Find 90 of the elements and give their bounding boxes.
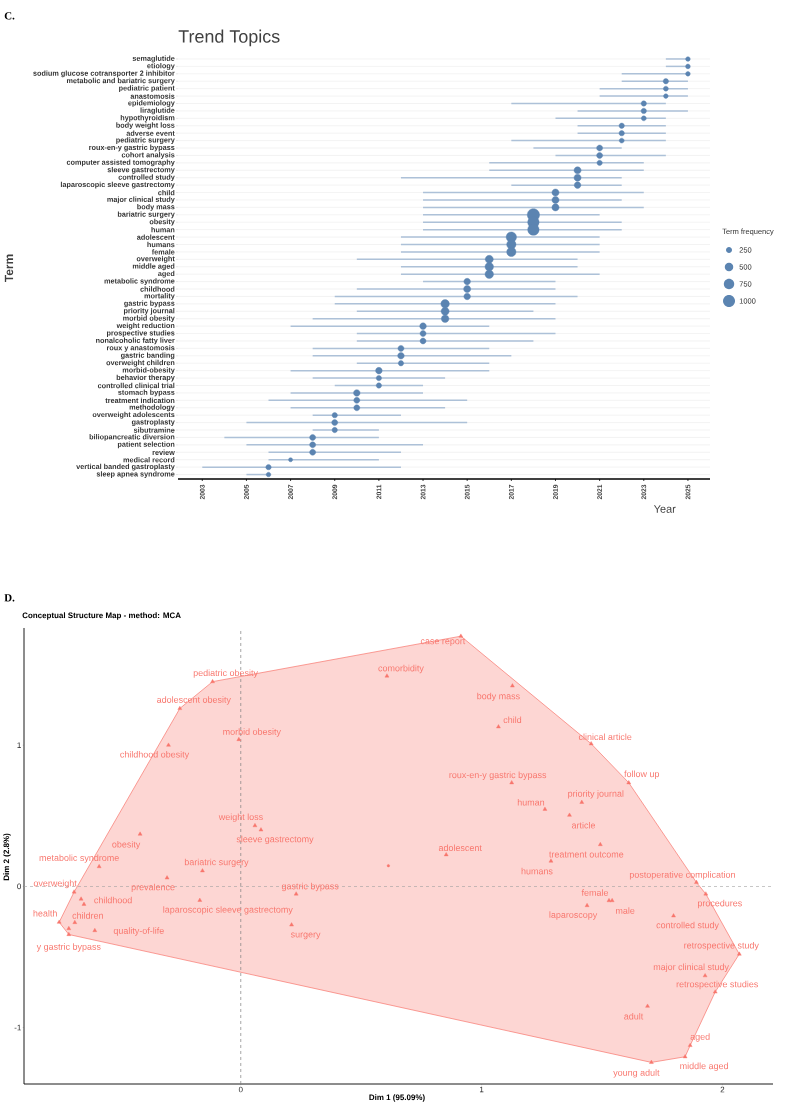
annotation: adolescent: [438, 844, 482, 852]
annotation: retrospective study: [684, 941, 759, 951]
annotation: clinical article: [578, 733, 632, 741]
annotation: prevalence: [131, 883, 175, 893]
annotation: middle aged: [680, 1062, 728, 1071]
point: [713, 989, 718, 994]
point: [588, 741, 594, 746]
point: [289, 922, 294, 927]
annotation: y gastric bypass: [36, 943, 101, 952]
annotation: treatment outcome: [549, 851, 624, 858]
annotation: comorbidity: [378, 664, 424, 674]
annotation: major clinical study: [653, 963, 729, 972]
point: [542, 806, 548, 811]
point: [66, 931, 71, 936]
point: [626, 780, 631, 785]
point: [687, 1042, 693, 1047]
point: [78, 896, 84, 901]
point: [258, 827, 264, 832]
point: [81, 901, 87, 906]
annotation: postoperative complication: [629, 871, 735, 880]
chart-title: Trend Topics: [178, 29, 280, 47]
point: [200, 868, 205, 873]
y-axis-title: Term: [4, 254, 14, 283]
point: [496, 724, 501, 729]
annotation: metabolic syndrome: [39, 854, 119, 863]
point: [671, 913, 676, 918]
point: [197, 897, 202, 902]
annotation: body mass: [477, 692, 520, 702]
annotation: male: [616, 907, 635, 914]
point: [702, 973, 708, 978]
point: [96, 864, 102, 868]
point: [56, 919, 62, 924]
point: [567, 812, 572, 817]
annotation: childhood obesity: [120, 750, 190, 760]
annotation: retrospective studies: [676, 980, 758, 990]
annotation: overweight: [33, 879, 77, 889]
annotation: priority journal: [568, 790, 624, 799]
annotation: case report: [420, 638, 466, 647]
annotation: laparoscopy: [549, 911, 598, 920]
annotation: human: [517, 798, 545, 806]
point: [598, 842, 603, 846]
point: [548, 858, 554, 863]
point: [682, 1054, 688, 1059]
annotation: weight loss: [218, 813, 263, 822]
annotation: gastric bypass: [281, 882, 339, 892]
annotation: adult: [624, 1012, 644, 1020]
annotation: bariatric surgery: [184, 858, 249, 867]
text: C.: [4, 12, 15, 20]
annotation: surgery: [290, 932, 321, 940]
text: D.: [4, 594, 15, 602]
x-axis-title: Year: [653, 505, 676, 513]
annotation: roux-en-y gastric bypass: [449, 771, 547, 780]
point: [164, 875, 170, 880]
point: [737, 951, 742, 956]
annotation: pediatric obesity: [193, 669, 258, 678]
annotation: female: [581, 889, 609, 896]
point: [584, 903, 590, 907]
point: [71, 889, 77, 894]
point: [177, 705, 183, 710]
point: [579, 799, 584, 804]
point: [252, 823, 258, 827]
annotation: child: [503, 716, 522, 724]
point: [458, 633, 464, 638]
point: [166, 742, 171, 747]
point: [293, 891, 299, 896]
point: [72, 919, 78, 924]
point: [645, 1003, 650, 1008]
annotation: follow up: [624, 770, 660, 779]
annotation: quality-of-life: [113, 927, 164, 936]
annotation: children: [72, 912, 103, 919]
point: [703, 891, 709, 896]
point: [509, 780, 514, 785]
point: [210, 679, 215, 683]
point: [649, 1059, 654, 1064]
annotation: article: [571, 821, 596, 829]
point: [444, 852, 449, 857]
annotation: health: [33, 909, 57, 917]
point: [137, 831, 143, 836]
annotation: procedures: [697, 899, 742, 909]
annotation: morbid obesity: [223, 728, 281, 737]
annotation: young adult: [613, 1069, 660, 1078]
point: [236, 737, 242, 741]
annotation: controlled study: [656, 921, 719, 931]
annotation: humans: [521, 867, 553, 875]
point: [92, 928, 97, 932]
point: [609, 898, 615, 902]
point: [510, 683, 515, 688]
point: [66, 926, 71, 930]
annotation: sleeve gastrectomy: [236, 835, 314, 845]
point: [386, 864, 390, 868]
